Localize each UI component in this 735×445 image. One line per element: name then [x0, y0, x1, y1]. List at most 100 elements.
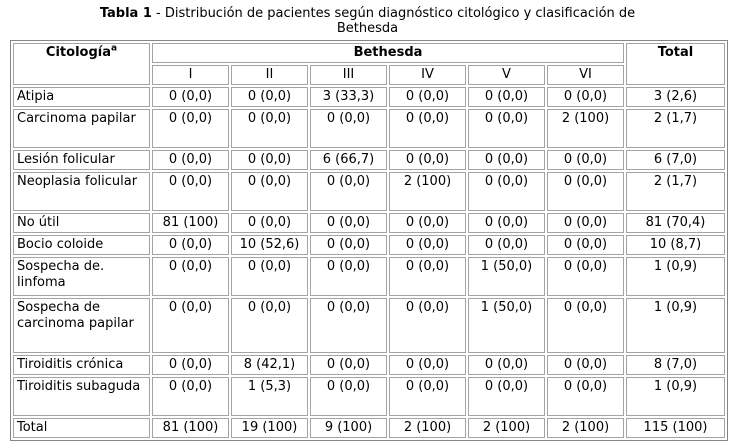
cell-value: 0 (0,0): [468, 355, 545, 375]
cell-value: 0 (0,0): [547, 257, 624, 296]
row-label: Tiroiditis subaguda: [13, 377, 150, 416]
cell-value: 0 (0,0): [152, 377, 229, 416]
table-row: Lesión folicular 0 (0,0) 0 (0,0) 6 (66,7…: [13, 150, 725, 170]
cell-value: 0 (0,0): [389, 377, 466, 416]
column-header-bethesda-1: I: [152, 65, 229, 85]
cell-value: 0 (0,0): [547, 355, 624, 375]
cell-value: 0 (0,0): [389, 109, 466, 148]
cell-value: 0 (0,0): [231, 298, 308, 353]
cell-value: 2 (100): [389, 172, 466, 211]
row-label: Bocio coloide: [13, 235, 150, 255]
cell-value: 0 (0,0): [152, 257, 229, 296]
cell-value: 0 (0,0): [468, 235, 545, 255]
cell-value: 1 (50,0): [468, 257, 545, 296]
cell-value: 0 (0,0): [152, 87, 229, 107]
header-row-2: I II III IV V VI: [13, 65, 725, 85]
cell-value: 3 (33,3): [310, 87, 387, 107]
column-header-total: Total: [626, 43, 725, 85]
cell-value: 0 (0,0): [389, 298, 466, 353]
column-header-bethesda-6: VI: [547, 65, 624, 85]
row-total: 1 (0,9): [626, 298, 725, 353]
row-label: Tiroiditis crónica: [13, 355, 150, 375]
cell-value: 2 (100): [468, 418, 545, 438]
cell-value: 0 (0,0): [547, 172, 624, 211]
row-total: 115 (100): [626, 418, 725, 438]
row-label: Sospecha de. linfoma: [13, 257, 150, 296]
cell-value: 2 (100): [389, 418, 466, 438]
row-label: Atipia: [13, 87, 150, 107]
cell-value: 0 (0,0): [231, 109, 308, 148]
cell-value: 0 (0,0): [547, 87, 624, 107]
row-label: No útil: [13, 213, 150, 233]
row-total: 6 (7,0): [626, 150, 725, 170]
row-total: 1 (0,9): [626, 257, 725, 296]
cell-value: 0 (0,0): [152, 109, 229, 148]
cell-value: 0 (0,0): [547, 235, 624, 255]
cell-value: 6 (66,7): [310, 150, 387, 170]
cell-value: 0 (0,0): [389, 150, 466, 170]
cell-value: 0 (0,0): [152, 355, 229, 375]
row-label: Total: [13, 418, 150, 438]
cell-value: 0 (0,0): [152, 150, 229, 170]
table-row: Sospecha de. linfoma 0 (0,0) 0 (0,0) 0 (…: [13, 257, 725, 296]
cell-value: 0 (0,0): [468, 150, 545, 170]
row-label: Neoplasia folicular: [13, 172, 150, 211]
cell-value: 2 (100): [547, 109, 624, 148]
cell-value: 0 (0,0): [389, 235, 466, 255]
cell-value: 0 (0,0): [152, 172, 229, 211]
row-total: 81 (70,4): [626, 213, 725, 233]
row-total: 2 (1,7): [626, 109, 725, 148]
cell-value: 8 (42,1): [231, 355, 308, 375]
cell-value: 0 (0,0): [231, 150, 308, 170]
header-row-1: Citologíaa Bethesda Total: [13, 43, 725, 85]
cell-value: 0 (0,0): [389, 257, 466, 296]
table-row: Tiroiditis crónica 0 (0,0) 8 (42,1) 0 (0…: [13, 355, 725, 375]
cell-value: 0 (0,0): [547, 377, 624, 416]
cell-value: 0 (0,0): [231, 257, 308, 296]
row-label: Sospecha de carcinoma papilar: [13, 298, 150, 353]
table-row-grand-total: Total 81 (100) 19 (100) 9 (100) 2 (100) …: [13, 418, 725, 438]
cytology-footnote-marker: a: [111, 43, 118, 54]
table-caption-number: Tabla 1: [99, 6, 152, 21]
cell-value: 0 (0,0): [468, 87, 545, 107]
cell-value: 10 (52,6): [231, 235, 308, 255]
table-row: No útil 81 (100) 0 (0,0) 0 (0,0) 0 (0,0)…: [13, 213, 725, 233]
cell-value: 0 (0,0): [468, 213, 545, 233]
cell-value: 2 (100): [547, 418, 624, 438]
cell-value: 0 (0,0): [547, 298, 624, 353]
column-header-bethesda-4: IV: [389, 65, 466, 85]
row-total: 8 (7,0): [626, 355, 725, 375]
row-label: Carcinoma papilar: [13, 109, 150, 148]
cell-value: 1 (50,0): [468, 298, 545, 353]
column-header-cytology: Citologíaa: [13, 43, 150, 85]
table-row: Tiroiditis subaguda 0 (0,0) 1 (5,3) 0 (0…: [13, 377, 725, 416]
cell-value: 0 (0,0): [389, 87, 466, 107]
cell-value: 0 (0,0): [310, 377, 387, 416]
cell-value: 0 (0,0): [547, 213, 624, 233]
cell-value: 0 (0,0): [231, 213, 308, 233]
cell-value: 0 (0,0): [547, 150, 624, 170]
column-header-bethesda-5: V: [468, 65, 545, 85]
cell-value: 81 (100): [152, 213, 229, 233]
cell-value: 0 (0,0): [310, 235, 387, 255]
table-caption-text: - Distribución de pacientes según diagnó…: [156, 6, 636, 21]
bethesda-distribution-table: Citologíaa Bethesda Total I II III IV V …: [10, 40, 728, 441]
cell-value: 0 (0,0): [152, 235, 229, 255]
cell-value: 0 (0,0): [389, 355, 466, 375]
cell-value: 0 (0,0): [389, 213, 466, 233]
row-total: 10 (8,7): [626, 235, 725, 255]
cell-value: 0 (0,0): [231, 172, 308, 211]
cell-value: 1 (5,3): [231, 377, 308, 416]
row-total: 2 (1,7): [626, 172, 725, 211]
column-header-bethesda-2: II: [231, 65, 308, 85]
cell-value: 81 (100): [152, 418, 229, 438]
table-row: Sospecha de carcinoma papilar 0 (0,0) 0 …: [13, 298, 725, 353]
cell-value: 9 (100): [310, 418, 387, 438]
column-header-bethesda-group: Bethesda: [152, 43, 624, 63]
cell-value: 0 (0,0): [468, 172, 545, 211]
table-row: Bocio coloide 0 (0,0) 10 (52,6) 0 (0,0) …: [13, 235, 725, 255]
cell-value: 0 (0,0): [310, 172, 387, 211]
cell-value: 0 (0,0): [310, 213, 387, 233]
cell-value: 0 (0,0): [310, 109, 387, 148]
